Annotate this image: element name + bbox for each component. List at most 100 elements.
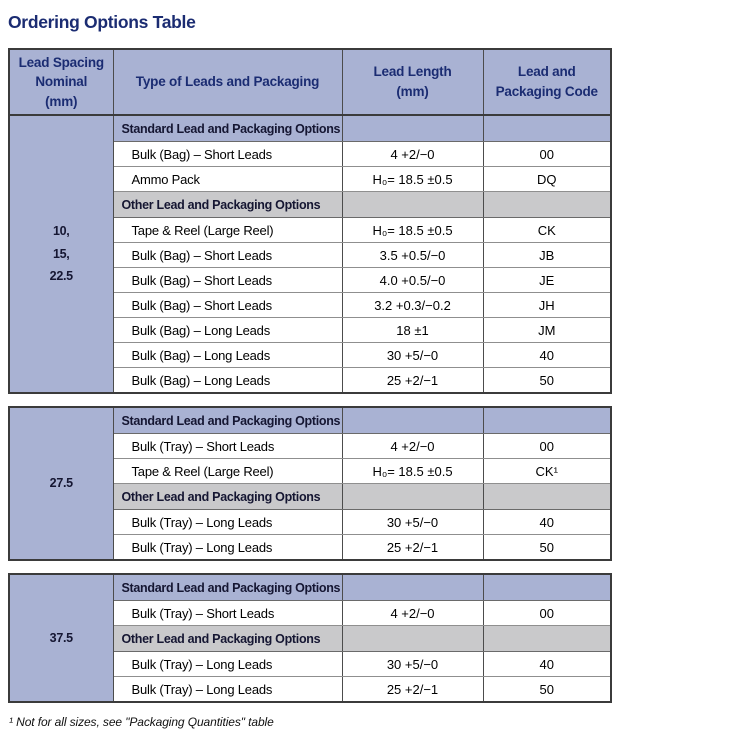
option-row: Tape & Reel (Large Reel) H₀= 18.5 ±0.5 CK xyxy=(9,217,612,243)
subheader-row: 10, 15, 22.5 Standard Lead and Packaging … xyxy=(8,114,612,394)
subheader-row: Other Lead and Packaging Options xyxy=(9,191,612,218)
type-cell: Bulk (Tray) – Short Leads xyxy=(112,600,343,626)
ordering-group-table: 27.5 Standard Lead and Packaging Options B… xyxy=(8,406,612,561)
lead-spacing-cell: 27.5 xyxy=(8,406,114,561)
code-cell: CK xyxy=(482,217,612,243)
length-cell xyxy=(341,114,484,142)
type-cell: Ammo Pack xyxy=(112,166,343,192)
code-cell xyxy=(482,573,612,601)
type-cell: Bulk (Bag) – Short Leads xyxy=(112,267,343,293)
option-row: Bulk (Tray) – Long Leads 25 +2/−1 50 xyxy=(9,534,612,561)
type-cell: Bulk (Bag) – Long Leads xyxy=(112,317,343,343)
subheader-label-cell: Standard Lead and Packaging Options xyxy=(112,406,343,434)
column-header: Type of Leads and Packaging xyxy=(112,48,343,116)
option-row: Bulk (Tray) – Short Leads 4 +2/−0 00 xyxy=(9,433,612,459)
length-cell: 25 +2/−1 xyxy=(341,367,484,394)
type-cell: Bulk (Tray) – Long Leads xyxy=(112,651,343,677)
length-cell xyxy=(341,573,484,601)
ordering-group-table: 37.5 Standard Lead and Packaging Options B… xyxy=(8,573,612,703)
subheader-label-cell: Standard Lead and Packaging Options xyxy=(112,573,343,601)
length-cell: 30 +5/−0 xyxy=(341,509,484,535)
code-cell: JM xyxy=(482,317,612,343)
code-cell: 00 xyxy=(482,433,612,459)
type-cell: Bulk (Tray) – Long Leads xyxy=(112,676,343,703)
length-cell: 3.2 +0.3/−0.2 xyxy=(341,292,484,318)
length-cell: 30 +5/−0 xyxy=(341,342,484,368)
length-cell: 25 +2/−1 xyxy=(341,676,484,703)
subheader-row: 27.5 Standard Lead and Packaging Options xyxy=(8,406,612,561)
length-cell: 4 +2/−0 xyxy=(341,433,484,459)
code-cell xyxy=(482,483,612,510)
code-cell xyxy=(482,114,612,142)
type-cell: Bulk (Bag) – Long Leads xyxy=(112,342,343,368)
code-cell: 00 xyxy=(482,141,612,167)
option-row: Bulk (Bag) – Short Leads 4.0 +0.5/−0 JE xyxy=(9,267,612,293)
subheader-label-cell: Other Lead and Packaging Options xyxy=(112,625,343,652)
column-header: Lead Length (mm) xyxy=(341,48,484,116)
ordering-table: Lead Spacing Nominal (mm) Type of Leads a… xyxy=(8,48,750,703)
column-header: Lead and Packaging Code xyxy=(482,48,612,116)
header-row: Lead Spacing Nominal (mm) Type of Leads a… xyxy=(8,48,612,116)
code-cell xyxy=(482,625,612,652)
option-row: Bulk (Tray) – Short Leads 4 +2/−0 00 xyxy=(9,600,612,626)
option-row: Bulk (Bag) – Long Leads 25 +2/−1 50 xyxy=(9,367,612,394)
ordering-group-table: Lead Spacing Nominal (mm) Type of Leads a… xyxy=(8,48,612,394)
length-cell: 3.5 +0.5/−0 xyxy=(341,242,484,268)
type-cell: Bulk (Tray) – Long Leads xyxy=(112,509,343,535)
length-cell xyxy=(341,625,484,652)
subheader-label-cell: Other Lead and Packaging Options xyxy=(112,483,343,510)
length-cell: 4.0 +0.5/−0 xyxy=(341,267,484,293)
subheader-row: Other Lead and Packaging Options xyxy=(9,483,612,510)
type-cell: Tape & Reel (Large Reel) xyxy=(112,217,343,243)
option-row: Bulk (Bag) – Short Leads 3.5 +0.5/−0 JB xyxy=(9,242,612,268)
option-row: Bulk (Tray) – Long Leads 30 +5/−0 40 xyxy=(9,509,612,535)
option-row: Bulk (Tray) – Long Leads 30 +5/−0 40 xyxy=(9,651,612,677)
length-cell: H₀= 18.5 ±0.5 xyxy=(341,217,484,243)
subheader-row: Other Lead and Packaging Options xyxy=(9,625,612,652)
footnote: ¹ Not for all sizes, see "Packaging Quan… xyxy=(9,715,274,729)
length-cell: 4 +2/−0 xyxy=(341,600,484,626)
subheader-row: 37.5 Standard Lead and Packaging Options xyxy=(8,573,612,703)
code-cell: CK¹ xyxy=(482,458,612,484)
type-cell: Bulk (Bag) – Short Leads xyxy=(112,141,343,167)
code-cell: 00 xyxy=(482,600,612,626)
type-cell: Bulk (Bag) – Long Leads xyxy=(112,367,343,394)
option-row: Tape & Reel (Large Reel) H₀= 18.5 ±0.5 CK¹ xyxy=(9,458,612,484)
type-cell: Tape & Reel (Large Reel) xyxy=(112,458,343,484)
length-cell: H₀= 18.5 ±0.5 xyxy=(341,166,484,192)
length-cell xyxy=(341,483,484,510)
type-cell: Bulk (Tray) – Short Leads xyxy=(112,433,343,459)
type-cell: Bulk (Bag) – Short Leads xyxy=(112,242,343,268)
length-cell: 25 +2/−1 xyxy=(341,534,484,561)
type-cell: Bulk (Bag) – Short Leads xyxy=(112,292,343,318)
lead-spacing-cell: 10, 15, 22.5 xyxy=(8,114,114,394)
code-cell: 50 xyxy=(482,534,612,561)
length-cell: 4 +2/−0 xyxy=(341,141,484,167)
option-row: Bulk (Bag) – Short Leads 4 +2/−0 00 xyxy=(9,141,612,167)
option-row: Bulk (Bag) – Long Leads 18 ±1 JM xyxy=(9,317,612,343)
code-cell: JE xyxy=(482,267,612,293)
length-cell: 18 ±1 xyxy=(341,317,484,343)
length-cell xyxy=(341,406,484,434)
column-header: Lead Spacing Nominal (mm) xyxy=(8,48,114,116)
code-cell: JB xyxy=(482,242,612,268)
option-row: Bulk (Tray) – Long Leads 25 +2/−1 50 xyxy=(9,676,612,703)
lead-spacing-cell: 37.5 xyxy=(8,573,114,703)
subheader-label-cell: Other Lead and Packaging Options xyxy=(112,191,343,218)
code-cell: 40 xyxy=(482,509,612,535)
length-cell: 30 +5/−0 xyxy=(341,651,484,677)
code-cell: JH xyxy=(482,292,612,318)
type-cell: Bulk (Tray) – Long Leads xyxy=(112,534,343,561)
page-title: Ordering Options Table xyxy=(8,12,196,32)
code-cell: DQ xyxy=(482,166,612,192)
option-row: Ammo Pack H₀= 18.5 ±0.5 DQ xyxy=(9,166,612,192)
code-cell: 40 xyxy=(482,342,612,368)
option-row: Bulk (Bag) – Short Leads 3.2 +0.3/−0.2 JH xyxy=(9,292,612,318)
length-cell: H₀= 18.5 ±0.5 xyxy=(341,458,484,484)
length-cell xyxy=(341,191,484,218)
code-cell: 40 xyxy=(482,651,612,677)
code-cell xyxy=(482,191,612,218)
code-cell xyxy=(482,406,612,434)
code-cell: 50 xyxy=(482,676,612,703)
